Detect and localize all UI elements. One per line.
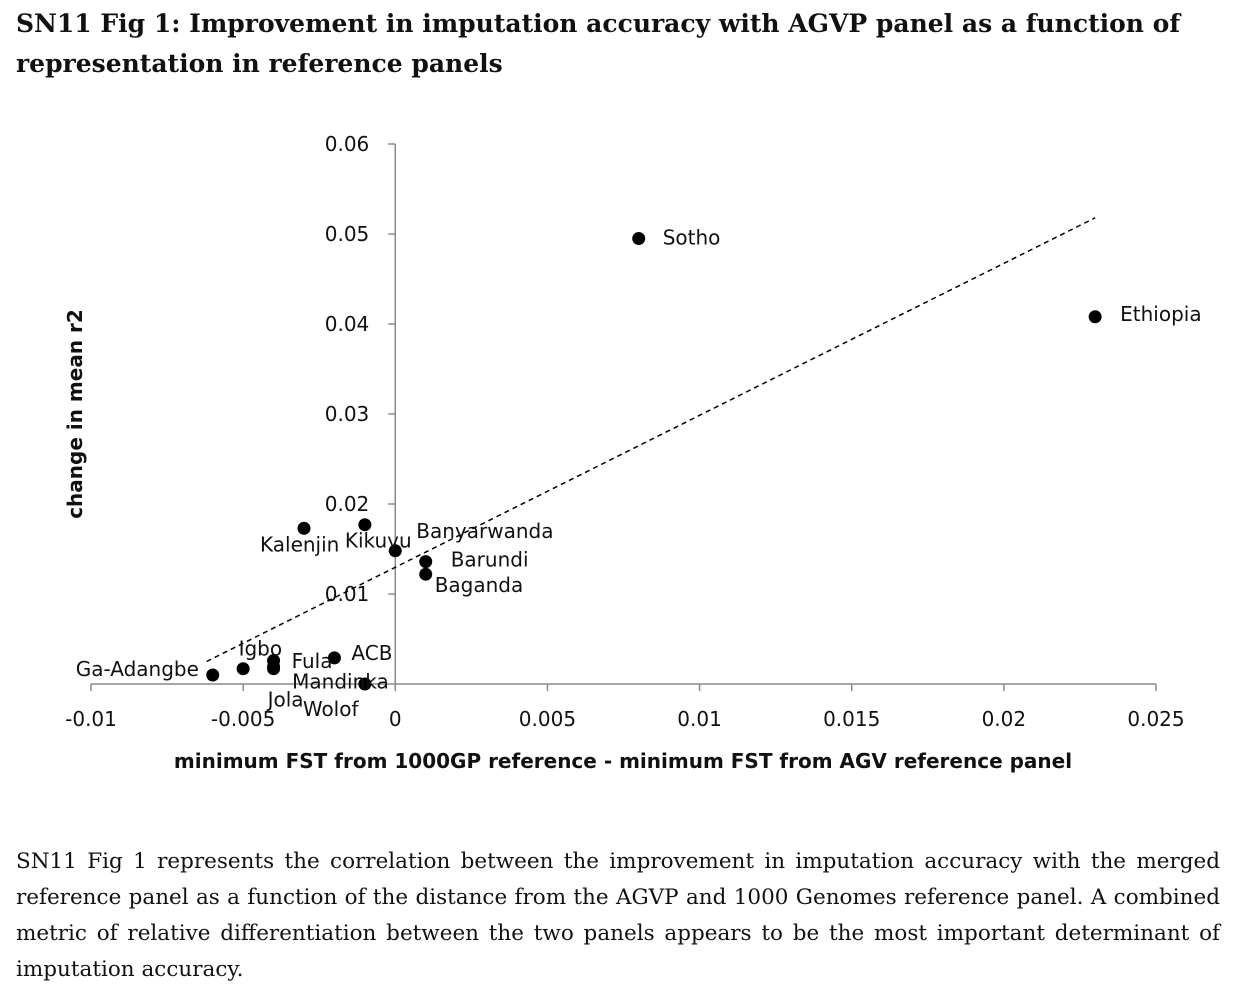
- x-tick-label: -0.005: [211, 707, 275, 731]
- point-label: Barundi: [451, 548, 529, 572]
- data-point: [419, 567, 433, 581]
- axes: -0.01 -0.005 0 0.005 0.01 0.015 0.02 0.025 0.01 0…: [65, 132, 1185, 731]
- point-label: Kalenjin: [260, 532, 339, 556]
- y-tick-label: 0.04: [325, 312, 370, 336]
- x-tick-label: 0.015: [823, 707, 880, 731]
- figure-title: SN11 Fig 1: Improvement in imputation ac…: [16, 9, 1181, 78]
- point-labels-layer: Sotho Ethiopia Kalenjin Kikuyu Banyarwanda Ba…: [76, 226, 1202, 722]
- point-label: Kikuyu: [345, 529, 412, 553]
- x-tick-label: 0.025: [1127, 707, 1184, 731]
- data-point: [1088, 310, 1102, 324]
- x-axis-title: minimum FST from 1000GP reference - mini…: [174, 749, 1072, 773]
- x-tick-label: 0.01: [677, 707, 722, 731]
- x-tick-label: -0.01: [65, 707, 117, 731]
- data-point: [327, 651, 341, 665]
- point-label: Fula: [292, 649, 333, 673]
- point-label: Baganda: [435, 573, 524, 597]
- figure-caption: SN11 Fig 1 represents the correlation be…: [16, 849, 1220, 982]
- point-label: Ethiopia: [1120, 302, 1201, 326]
- scatter-chart: -0.01 -0.005 0 0.005 0.01 0.015 0.02 0.025 0.01 0…: [63, 132, 1202, 773]
- data-point: [388, 544, 402, 558]
- data-point: [358, 677, 372, 691]
- x-tick-label: 0.005: [519, 707, 576, 731]
- point-label: Ga-Adangbe: [76, 657, 199, 681]
- data-point: [236, 662, 250, 676]
- x-tick-label: 0.02: [982, 707, 1027, 731]
- y-axis-title: change in mean r2: [63, 309, 87, 519]
- data-point: [267, 662, 281, 676]
- point-label: Wolof: [303, 697, 360, 721]
- point-label: Mandinka: [292, 670, 389, 694]
- points-layer: [206, 232, 1102, 691]
- point-label: Igbo: [239, 637, 283, 661]
- point-label: ACB: [351, 641, 392, 665]
- trendline: [206, 217, 1096, 663]
- y-tick-label: 0.03: [325, 402, 370, 426]
- data-point: [419, 555, 433, 569]
- point-label: Jola: [266, 688, 304, 712]
- y-tick-label: 0.01: [325, 582, 370, 606]
- trendline-layer: [206, 217, 1096, 663]
- point-label: Sotho: [663, 226, 721, 250]
- data-point: [206, 668, 220, 682]
- y-tick-label: 0.05: [325, 222, 370, 246]
- data-point: [297, 521, 311, 535]
- data-point: [358, 518, 372, 532]
- data-point: [632, 232, 646, 245]
- point-label: Banyarwanda: [416, 519, 553, 543]
- y-tick-label: 0.06: [325, 132, 370, 156]
- x-tick-label: 0: [389, 707, 402, 731]
- y-tick-label: 0.02: [325, 492, 370, 516]
